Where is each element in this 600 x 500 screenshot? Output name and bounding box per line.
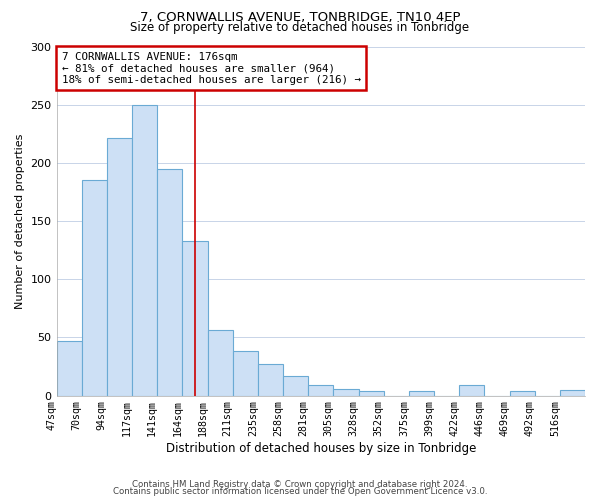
X-axis label: Distribution of detached houses by size in Tonbridge: Distribution of detached houses by size …	[166, 442, 476, 455]
Bar	[509, 391, 535, 396]
Bar	[359, 391, 383, 396]
Bar	[258, 364, 283, 396]
Text: 7, CORNWALLIS AVENUE, TONBRIDGE, TN10 4EP: 7, CORNWALLIS AVENUE, TONBRIDGE, TN10 4E…	[140, 11, 460, 24]
Bar	[560, 390, 585, 396]
Bar	[182, 241, 208, 396]
Text: Contains public sector information licensed under the Open Government Licence v3: Contains public sector information licen…	[113, 488, 487, 496]
Bar	[208, 330, 233, 396]
Bar	[82, 180, 107, 396]
Bar	[157, 168, 182, 396]
Text: 7 CORNWALLIS AVENUE: 176sqm
← 81% of detached houses are smaller (964)
18% of se: 7 CORNWALLIS AVENUE: 176sqm ← 81% of det…	[62, 52, 361, 85]
Text: Size of property relative to detached houses in Tonbridge: Size of property relative to detached ho…	[130, 22, 470, 35]
Bar	[334, 388, 359, 396]
Bar	[459, 385, 484, 396]
Text: Contains HM Land Registry data © Crown copyright and database right 2024.: Contains HM Land Registry data © Crown c…	[132, 480, 468, 489]
Bar	[56, 341, 82, 396]
Bar	[409, 391, 434, 396]
Bar	[233, 352, 258, 396]
Y-axis label: Number of detached properties: Number of detached properties	[15, 134, 25, 308]
Bar	[132, 104, 157, 396]
Bar	[107, 138, 132, 396]
Bar	[283, 376, 308, 396]
Bar	[308, 385, 334, 396]
